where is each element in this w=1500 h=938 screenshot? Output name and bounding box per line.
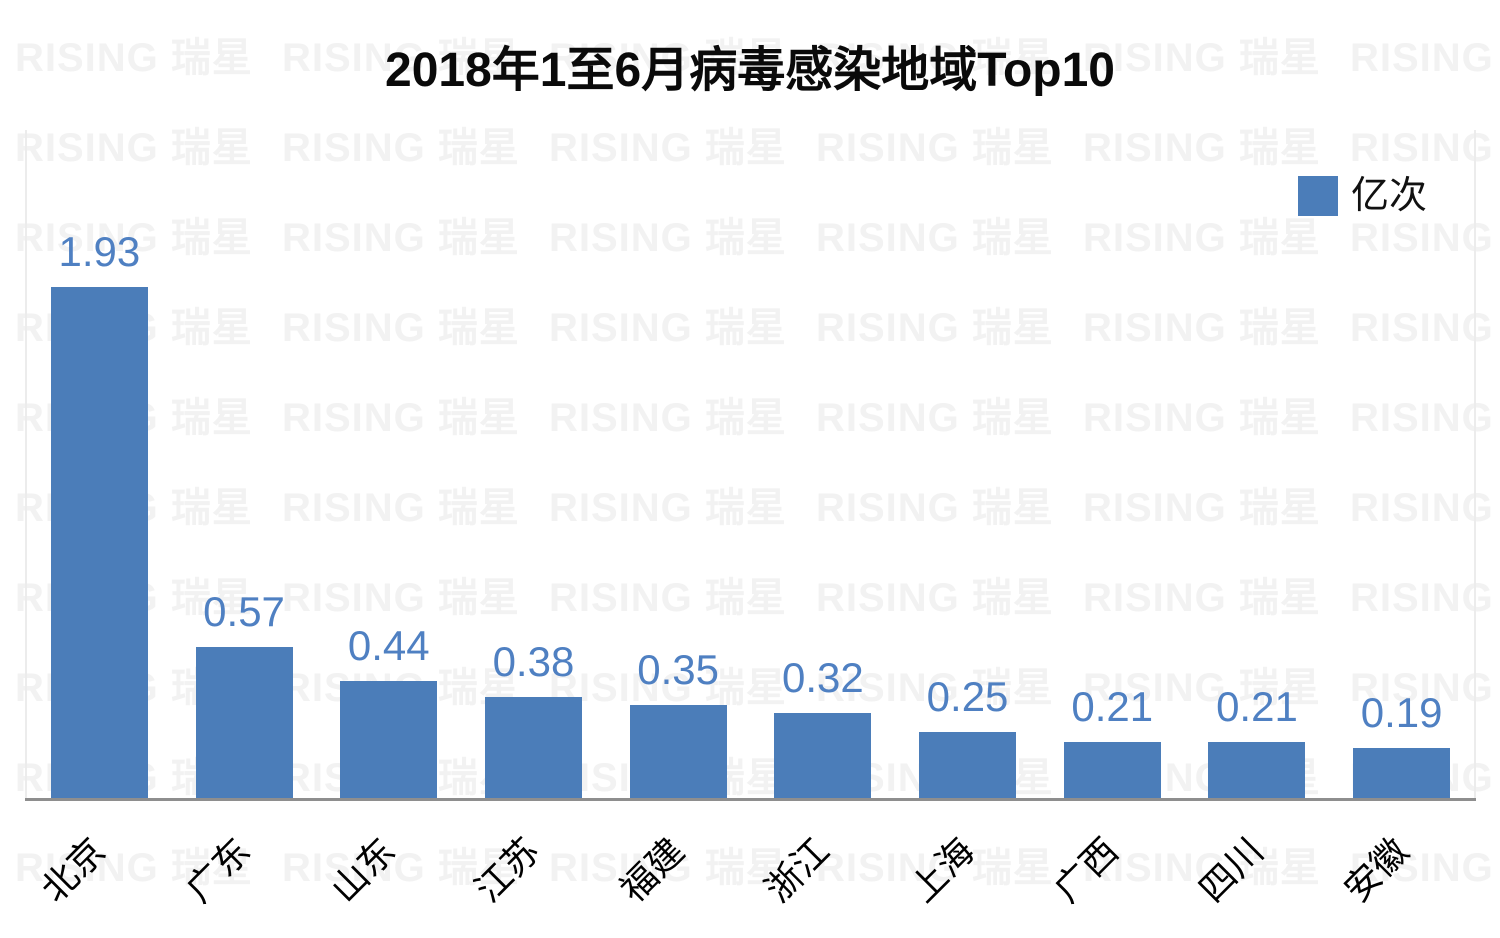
bar (919, 732, 1017, 798)
watermark-text: RISING 瑞星 (816, 666, 1054, 710)
watermark-text: RISING 瑞星 (549, 576, 787, 620)
bar-value-label: 0.21 (1071, 682, 1154, 730)
watermark-text: RISING 瑞星 (1083, 486, 1321, 530)
watermark-text: RISING 瑞星 (282, 846, 520, 890)
watermark-text: RISING 瑞星 (816, 126, 1054, 170)
watermark-text: RISING 瑞星 (15, 36, 253, 80)
watermark-text: RISING 瑞星 (282, 486, 520, 530)
x-axis-category-label: 四川 (1191, 830, 1271, 910)
bar-value-label: 0.21 (1216, 682, 1298, 730)
bar-value-label: 0.44 (347, 621, 430, 669)
watermark-text: RISING 瑞星 (282, 576, 520, 620)
watermark-text: RISING 瑞星 (816, 396, 1054, 440)
watermark-text: RISING 瑞星 (15, 126, 253, 170)
watermark-text: RISING 瑞星 (816, 576, 1054, 620)
watermark-text: RISING 瑞星 (1083, 216, 1321, 260)
watermark-text: RISING 瑞星 (549, 306, 787, 350)
watermark-text: RISING 瑞星 (282, 396, 520, 440)
watermark-text: RISING 瑞星 (816, 846, 1054, 890)
watermark-text: RISING 瑞星 (1083, 306, 1321, 350)
watermark-text: RISING 瑞星 (549, 216, 787, 260)
x-axis-category-label: 福建 (612, 830, 693, 910)
watermark-text: RISING 瑞星 (282, 216, 520, 260)
watermark-text: RISING 瑞星 (816, 486, 1054, 530)
watermark-text: RISING 瑞星 (1083, 666, 1321, 710)
legend: 亿次 (1298, 176, 1427, 216)
chart-title: 2018年1至6月病毒感染地域Top10 (385, 44, 1115, 97)
watermark-text: RISING 瑞星 (1350, 36, 1500, 80)
x-axis-category-label: 浙江 (756, 830, 837, 910)
bar (1208, 742, 1306, 798)
plot-area: 1.93 0.57 0.44 0.38 0.35 0.32 0.25 0.21 0.21 0.19 (25, 130, 1476, 801)
legend-label: 亿次 (1351, 175, 1428, 217)
x-axis-labels: 北京 广东 山东 江苏 福建 浙江 上海 广西 四川 安徽 (25, 815, 1472, 938)
watermark-text: RISING 瑞星 (549, 666, 787, 710)
legend-swatch-icon (1298, 176, 1338, 216)
watermark-row: RISING 瑞星 RISING 瑞星 RISING 瑞星 RISING 瑞星 RISI… (15, 128, 1500, 168)
x-axis-category-label: 上海 (901, 830, 982, 910)
x-axis-category-label: 广西 (1046, 830, 1127, 910)
watermark-text: RISING 瑞星 (1350, 846, 1500, 890)
watermark-text: RISING 瑞星 (549, 486, 787, 530)
watermark-text: RISING 瑞星 (1083, 396, 1321, 440)
watermark-text: RISING 瑞星 (282, 36, 520, 80)
x-axis-category-label: 江苏 (467, 830, 548, 910)
watermark-text: RISING 瑞星 (282, 306, 520, 350)
bar-value-label: 0.32 (781, 653, 864, 701)
watermark-text: RISING 瑞星 (549, 396, 787, 440)
watermark-text: RISING 瑞星 (1083, 126, 1321, 170)
watermark-text: RISING 瑞星 (15, 846, 253, 890)
watermark-text: RISING 瑞星 (816, 306, 1054, 350)
bar-value-label: 0.35 (637, 645, 720, 693)
watermark-row: RISING 瑞星 RISING 瑞星 RISING 瑞星 RISING 瑞星 RISI… (15, 218, 1500, 258)
bar (629, 705, 727, 798)
watermark-text: RISING 瑞星 (816, 216, 1054, 260)
watermark-row: RISING 瑞星 RISING 瑞星 RISING 瑞星 RISING 瑞星 RISI… (15, 38, 1500, 78)
x-axis-category-label: 北京 (33, 830, 114, 910)
bar (340, 681, 438, 798)
bar-value-label: 1.93 (58, 227, 141, 275)
bar-value-label: 0.19 (1360, 688, 1443, 736)
watermark-text: RISING 瑞星 (816, 36, 1054, 80)
x-axis-category-label: 山东 (322, 830, 403, 910)
bar (195, 647, 293, 798)
watermark-text: RISING 瑞星 (549, 846, 787, 890)
x-axis-category-label: 广东 (178, 830, 259, 910)
bar (1063, 742, 1161, 798)
watermark-text: RISING 瑞星 (282, 126, 520, 170)
bar (774, 713, 872, 798)
bar (50, 287, 148, 798)
watermark-text: RISING 瑞星 (15, 216, 253, 260)
watermark-text: RISING 瑞星 (549, 126, 787, 170)
bar-value-label: 0.25 (926, 672, 1009, 720)
bar (1353, 748, 1451, 798)
x-axis-category-label: 安徽 (1335, 830, 1416, 910)
bar-value-label: 0.57 (203, 587, 285, 635)
watermark-text: RISING 瑞星 (549, 36, 787, 80)
bar (484, 697, 582, 798)
watermark-text: RISING 瑞星 (1083, 576, 1321, 620)
bar-value-label: 0.38 (492, 637, 575, 685)
watermark-row: RISING 瑞星 RISING 瑞星 RISING 瑞星 RISING 瑞星 RISI… (15, 848, 1500, 888)
watermark-text: RISING 瑞星 (1083, 846, 1321, 890)
watermark-text: RISING 瑞星 (1083, 36, 1321, 80)
x-axis-line (25, 798, 1476, 801)
